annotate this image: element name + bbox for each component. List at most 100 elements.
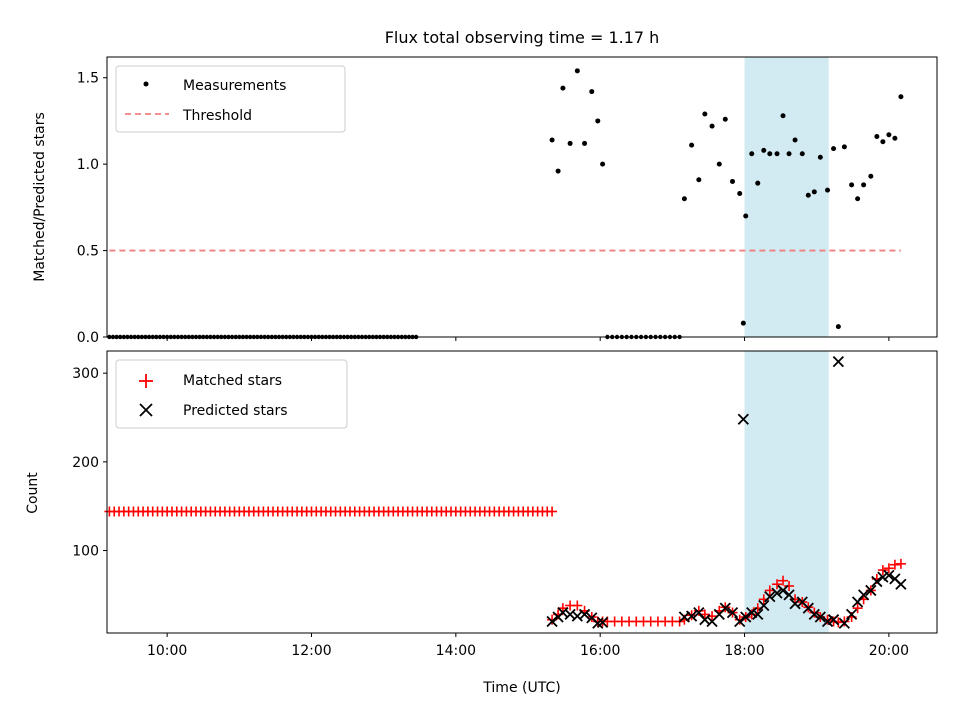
measurement-point bbox=[786, 151, 792, 157]
matched-star-marker bbox=[883, 563, 894, 574]
measurement-point bbox=[696, 177, 702, 183]
measurement-point bbox=[722, 116, 728, 122]
predicted-star-marker bbox=[764, 591, 776, 603]
measurement-point bbox=[595, 118, 601, 124]
bottom-x-tick-label: 10:00 bbox=[147, 643, 187, 659]
measurement-point bbox=[761, 147, 767, 153]
x-axis-label: Time (UTC) bbox=[482, 680, 560, 696]
measurement-point bbox=[811, 189, 817, 195]
measurement-point bbox=[849, 182, 855, 188]
legend-marker-measurements bbox=[143, 81, 149, 87]
legend-label-threshold: Threshold bbox=[182, 108, 252, 124]
matched-star-marker bbox=[852, 603, 863, 614]
measurement-point bbox=[567, 140, 573, 146]
matched-star-marker bbox=[889, 559, 900, 570]
measurement-point bbox=[792, 137, 798, 143]
measurement-point bbox=[560, 85, 566, 91]
measurement-point bbox=[737, 191, 743, 197]
measurement-point bbox=[716, 161, 722, 167]
measurement-point bbox=[831, 146, 837, 152]
chart-title: Flux total observing time = 1.17 h bbox=[385, 28, 660, 47]
bottom-y-ticks: 100 200 300 bbox=[72, 366, 107, 560]
predicted-star-marker bbox=[808, 608, 820, 621]
bottom-span-rect bbox=[744, 351, 829, 633]
predicted-star-marker bbox=[838, 617, 851, 629]
matched-star-marker bbox=[784, 581, 795, 591]
measurement-point bbox=[868, 173, 874, 179]
predicted-star-marker bbox=[685, 610, 698, 622]
bottom-y-tick-label: 200 bbox=[72, 455, 99, 471]
measurement-point bbox=[749, 151, 755, 157]
measurement-point bbox=[740, 320, 746, 326]
measurement-point bbox=[743, 213, 749, 219]
measurement-point bbox=[841, 144, 847, 150]
matched-star-marker bbox=[547, 506, 558, 517]
matched-star-marker bbox=[778, 575, 789, 586]
legend-label-matched-stars: Matched stars bbox=[183, 373, 282, 389]
measurement-point bbox=[549, 137, 555, 143]
bottom-highlight-span bbox=[744, 351, 829, 633]
bottom-legend: Matched stars Predicted stars bbox=[115, 359, 348, 429]
top-x-ticks bbox=[166, 337, 890, 341]
top-y-axis-label: Matched/Predicted stars bbox=[32, 112, 48, 282]
legend-marker-matched-stars bbox=[139, 374, 153, 388]
measurement-point bbox=[880, 139, 886, 145]
predicted-star-marker bbox=[596, 616, 609, 628]
bottom-series-layer bbox=[104, 356, 907, 629]
predicted-star-marker bbox=[783, 589, 795, 601]
bottom-y-tick-label: 100 bbox=[72, 544, 99, 560]
predicted-star-marker bbox=[871, 575, 883, 588]
measurement-point bbox=[874, 134, 880, 140]
matched-star-marker bbox=[572, 600, 583, 611]
predicted-star-marker bbox=[865, 584, 877, 597]
measurement-point bbox=[825, 187, 831, 193]
top-highlight-span bbox=[744, 57, 829, 337]
top-y-tick-label: 1.0 bbox=[77, 157, 99, 173]
measurement-point bbox=[886, 132, 892, 138]
measurement-point bbox=[799, 151, 805, 157]
predicted-star-marker bbox=[777, 584, 789, 597]
matched-star-marker bbox=[809, 607, 820, 618]
bottom-y-axis-label: Count bbox=[25, 472, 41, 514]
legend-marker-predicted-stars bbox=[139, 403, 153, 417]
predicted-star-marker bbox=[758, 599, 770, 612]
predicted-star-marker bbox=[895, 578, 907, 590]
predicted-star-marker bbox=[737, 413, 749, 425]
top-y-ticks: 0.0 0.5 1.0 1.5 bbox=[77, 71, 107, 346]
measurement-point bbox=[702, 111, 708, 117]
bottom-x-tick-label: 12:00 bbox=[291, 643, 331, 659]
top-y-tick-label: 0.0 bbox=[77, 330, 99, 346]
predicted-star-marker bbox=[719, 602, 731, 614]
predicted-star-marker bbox=[734, 615, 746, 628]
predicted-star-marker bbox=[578, 608, 591, 621]
top-axes-frame bbox=[106, 56, 938, 338]
measurement-point bbox=[681, 196, 687, 202]
bottom-x-tick-label: 18:00 bbox=[724, 643, 764, 659]
measurement-point bbox=[589, 89, 595, 95]
measurement-point bbox=[780, 113, 786, 119]
matched-star-marker bbox=[693, 605, 704, 616]
measurement-point bbox=[835, 324, 841, 330]
measurement-point bbox=[709, 123, 715, 129]
top-panel: 0.0 0.5 1.0 1.5 Matched/Predicted stars Mea… bbox=[32, 56, 938, 346]
measurement-point bbox=[582, 140, 588, 146]
matched-star-marker bbox=[828, 616, 839, 627]
predicted-star-marker bbox=[857, 589, 870, 601]
predicted-star-marker bbox=[832, 356, 844, 368]
matched-star-marker bbox=[839, 616, 850, 627]
measurement-point bbox=[600, 161, 606, 167]
predicted-star-marker bbox=[546, 615, 558, 628]
predicted-star-marker bbox=[845, 608, 858, 621]
top-y-tick-label: 0.5 bbox=[77, 244, 99, 260]
measurement-point bbox=[898, 94, 904, 100]
measurement-point bbox=[774, 151, 780, 157]
predicted-star-marker bbox=[814, 611, 826, 623]
bottom-axes-frame bbox=[106, 350, 938, 634]
legend-label-predicted-stars: Predicted stars bbox=[183, 403, 288, 419]
bottom-panel: 100 200 300 10:00 12:00 14:00 16:00 18:00 20:00… bbox=[25, 350, 938, 696]
bottom-x-tick-label: 14:00 bbox=[436, 643, 476, 659]
predicted-star-marker bbox=[883, 569, 895, 581]
matched-star-marker bbox=[895, 558, 906, 569]
bottom-x-tick-label: 16:00 bbox=[580, 643, 620, 659]
measurement-point bbox=[805, 192, 811, 198]
